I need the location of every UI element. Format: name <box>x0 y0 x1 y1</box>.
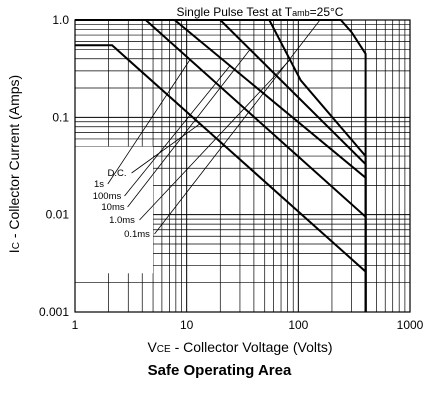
chart-title: Single Pulse Test at Tamb=25°C <box>177 5 344 19</box>
y-axis-label: IC - Collector Current (Amps) <box>6 75 22 253</box>
figure-caption: Safe Operating Area <box>147 362 292 379</box>
x-tick-label: 1000 <box>397 318 424 332</box>
callout-box <box>75 146 154 274</box>
callout-leader-10ms <box>127 49 251 208</box>
callout-leader-d-c <box>131 123 201 174</box>
callout-leader-100ms <box>124 65 231 197</box>
callout-leader-1-0ms <box>139 59 291 221</box>
callout-label-10ms: 10ms <box>101 202 124 213</box>
tick-labels: 1 10 100 1000 1.0 0.1 0.01 0.001 <box>39 13 424 332</box>
y-tick-label: 1.0 <box>52 13 69 27</box>
y-tick-label: 0.01 <box>46 208 70 222</box>
plot-frame <box>74 19 411 313</box>
x-tick-label: 10 <box>180 318 194 332</box>
grid-lines <box>75 20 410 312</box>
callout-leader-1s <box>107 59 191 185</box>
callout-label-100ms: 100ms <box>93 191 122 202</box>
x-tick-label: 100 <box>288 318 308 332</box>
y-tick-label: 0.001 <box>39 305 69 319</box>
x-tick-label: 1 <box>72 318 79 332</box>
callout-label-0-1ms: 0.1ms <box>124 229 150 240</box>
callout-leader-0-1ms <box>154 19 321 235</box>
x-axis-label: VCE - Collector Voltage (Volts) <box>147 339 332 355</box>
callout-label-1-0ms: 1.0ms <box>109 215 135 226</box>
callout-label-1s: 1s <box>94 179 104 190</box>
callout-label-d-c: D.C. <box>108 168 127 179</box>
y-tick-label: 0.1 <box>52 110 69 124</box>
